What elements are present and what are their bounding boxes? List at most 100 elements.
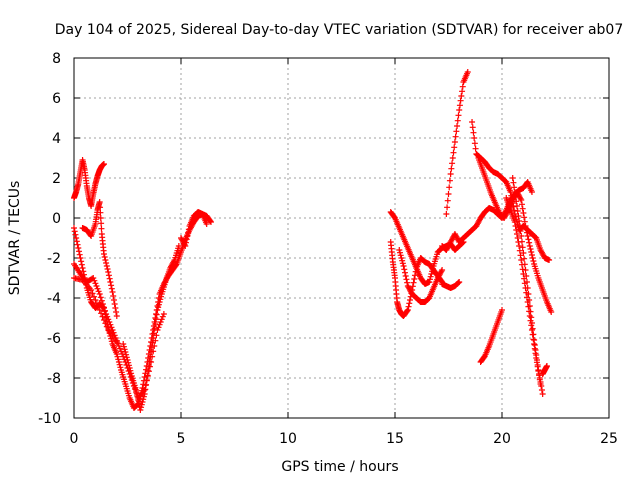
- data-point: [145, 367, 152, 374]
- data-point: [518, 238, 525, 245]
- data-point: [145, 368, 152, 375]
- data-point: [185, 229, 192, 236]
- data-point: [514, 208, 521, 214]
- data-point: [145, 363, 152, 369]
- data-point: [152, 315, 159, 321]
- data-point: [117, 345, 124, 352]
- data-point: [526, 303, 533, 309]
- data-point: [133, 390, 140, 397]
- data-point: [526, 239, 533, 246]
- data-point: [457, 97, 464, 104]
- data-point: [533, 357, 540, 363]
- data-point: [426, 279, 433, 285]
- x-tick-label: 10: [279, 431, 297, 447]
- data-point: [108, 282, 115, 289]
- data-point: [521, 218, 528, 225]
- data-point: [532, 347, 539, 353]
- data-point: [517, 228, 524, 234]
- data-point: [122, 349, 129, 355]
- data-point: [530, 258, 537, 264]
- data-point: [140, 393, 147, 400]
- data-point: [93, 283, 100, 289]
- data-point: [526, 243, 533, 249]
- x-tick-label: 20: [493, 431, 511, 447]
- data-point: [95, 288, 102, 295]
- data-point: [113, 309, 120, 315]
- data-point: [92, 280, 99, 287]
- data-point: [96, 291, 103, 297]
- series-5: [120, 243, 182, 413]
- data-point: [521, 255, 528, 262]
- data-point: [118, 348, 125, 355]
- data-point: [528, 320, 535, 326]
- y-tick-label: 8: [52, 51, 61, 67]
- data-point: [183, 236, 190, 243]
- x-axis-label: GPS time / hours: [281, 459, 398, 475]
- series-17: [477, 307, 505, 365]
- data-point: [157, 319, 164, 325]
- data-point: [456, 102, 463, 109]
- data-point: [102, 257, 109, 263]
- data-point: [524, 233, 531, 239]
- data-point: [73, 235, 80, 241]
- chart-title: Day 104 of 2025, Sidereal Day-to-day VTE…: [55, 22, 624, 38]
- data-point: [138, 404, 145, 411]
- data-point: [533, 352, 540, 358]
- data-point: [406, 300, 413, 307]
- data-point: [426, 276, 433, 283]
- data-point: [90, 293, 97, 300]
- data-point: [120, 343, 127, 350]
- axis-ticks: [73, 57, 610, 419]
- data-point: [399, 257, 406, 264]
- data-point: [404, 307, 411, 313]
- data-point: [519, 244, 526, 251]
- data-point: [411, 272, 418, 279]
- data-point: [454, 123, 461, 129]
- data-point: [449, 155, 456, 161]
- data-point: [71, 228, 78, 235]
- data-point: [75, 245, 82, 251]
- data-point: [115, 359, 122, 365]
- data-point: [520, 210, 527, 216]
- data-point: [98, 220, 105, 227]
- data-point: [102, 320, 109, 327]
- data-point: [102, 307, 109, 314]
- data-point: [72, 231, 79, 238]
- data-point: [108, 285, 115, 292]
- x-tick-label: 0: [70, 431, 79, 447]
- data-point: [113, 351, 120, 357]
- data-point: [531, 337, 538, 343]
- data-point: [143, 381, 150, 388]
- data-point: [519, 205, 526, 212]
- data-point: [144, 372, 151, 379]
- series-9: [396, 247, 446, 305]
- data-point: [115, 356, 122, 363]
- data-point: [399, 260, 406, 267]
- data-point: [128, 370, 135, 377]
- data-point: [117, 364, 124, 371]
- data-point: [90, 275, 97, 281]
- grid: [74, 58, 609, 418]
- data-point: [531, 342, 538, 348]
- data-point: [429, 265, 436, 272]
- data-point: [141, 391, 148, 397]
- data-point: [411, 276, 418, 282]
- data-point: [74, 241, 81, 248]
- data-point: [153, 311, 160, 318]
- data-point: [527, 246, 534, 252]
- data-point: [469, 119, 476, 125]
- data-point: [538, 383, 545, 389]
- tick-labels: 0 5 10 15 20 25 -10 -8 -6 -4 -2 0 2 4 6 8: [38, 51, 618, 447]
- data-point: [534, 362, 541, 368]
- y-tick-label: -2: [47, 251, 61, 267]
- data-point: [135, 397, 142, 403]
- data-point: [513, 231, 520, 237]
- x-tick-label: 25: [600, 431, 618, 447]
- data-point: [95, 303, 102, 310]
- data-point: [404, 308, 411, 314]
- y-tick-label: 2: [52, 171, 61, 187]
- data-point: [92, 297, 99, 303]
- data-point: [104, 266, 111, 272]
- data-point: [100, 317, 107, 323]
- data-point: [182, 239, 189, 246]
